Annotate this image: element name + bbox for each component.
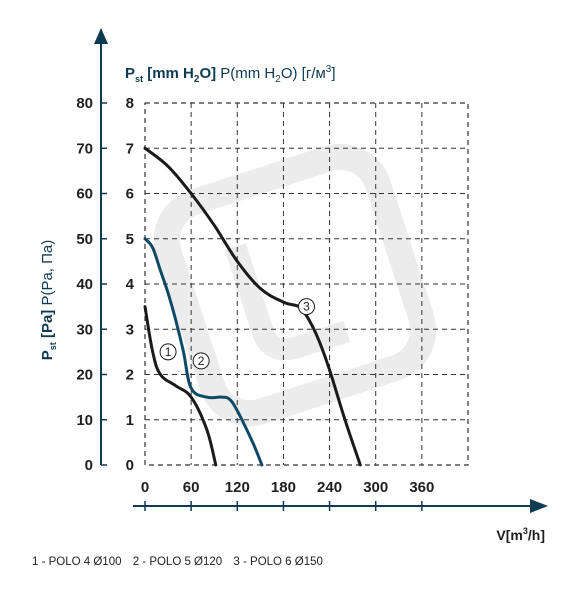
x-axis-arrow (530, 499, 548, 513)
legend-item-1: 1 - POLO 4 Ø100 (32, 556, 122, 568)
curve-series-3 (143, 146, 362, 467)
y-tick-label-mm: 8 (126, 95, 134, 112)
curve-marker-label-3: 3 (303, 300, 310, 314)
x-tick-label: 360 (409, 479, 434, 496)
y-tick-label-pa: 60 (76, 186, 93, 203)
curve-series-1 (143, 305, 218, 467)
y-tick-label-mm: 3 (126, 321, 134, 338)
curve-marker-circle-3 (298, 298, 315, 316)
y-tick-label-pa: 80 (76, 95, 93, 112)
y-tick-label-mm: 2 (126, 367, 134, 384)
y-tick-label-pa: 0 (85, 457, 93, 474)
y-tick-label-pa: 40 (76, 276, 93, 293)
y-tick-label-pa: 10 (76, 412, 93, 429)
curve-marker-circle-1 (159, 343, 177, 361)
watermark-logo (153, 143, 437, 427)
y-tick-label-mm: 6 (126, 186, 134, 203)
y-tick-label-mm: 5 (126, 231, 134, 248)
y-tick-label-mm: 7 (126, 140, 134, 157)
y-axis-left-label: Pst [Pa] P(Pa, Па) (39, 240, 58, 361)
x-tick-label: 0 (141, 479, 149, 496)
x-axis-label: V[m3/h] (496, 526, 545, 543)
x-tick-label: 60 (183, 479, 200, 496)
grid (144, 102, 469, 466)
y-tick-label-pa: 20 (76, 367, 93, 384)
x-tick-label: 240 (317, 479, 342, 496)
curve-series-2 (143, 237, 264, 467)
curve-marker-label-1: 1 (165, 345, 172, 359)
y-axis-arrow (94, 28, 108, 44)
y-tick-label-pa: 70 (76, 140, 93, 157)
y-tick-label-pa: 30 (76, 321, 93, 338)
y-axis-mm-label: Pst [mm H2O] P(mm H2O) [г/м3] (125, 64, 336, 85)
legend-item-2: 2 - POLO 5 Ø120 (132, 556, 223, 568)
x-tick-label: 120 (225, 479, 250, 496)
curves (143, 146, 362, 467)
y-tick-label-mm: 0 (126, 457, 134, 474)
y-tick-label-mm: 4 (126, 276, 135, 293)
legend: 1 - POLO 4 Ø100 2 - POLO 5 Ø120 3 - POLO… (32, 556, 331, 568)
curve-marker-label-2: 2 (198, 354, 205, 368)
y-tick-label-mm: 1 (126, 412, 134, 429)
y-tick-label-pa: 50 (76, 231, 93, 248)
x-tick-label: 180 (271, 479, 296, 496)
legend-item-3: 3 - POLO 6 Ø150 (233, 556, 323, 568)
x-tick-label: 300 (363, 479, 388, 496)
axes (94, 28, 548, 513)
curve-markers: 1 2 3 (159, 298, 315, 370)
curve-marker-circle-2 (192, 352, 210, 370)
